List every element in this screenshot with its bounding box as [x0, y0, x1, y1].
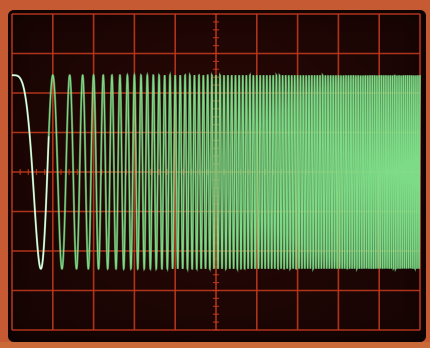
series-0-line — [11, 73, 421, 271]
scope-screen — [8, 10, 426, 342]
trace-layer — [11, 71, 422, 273]
bezel-edge — [0, 342, 430, 348]
series-0-highlight — [11, 74, 50, 270]
chirp-chart — [11, 13, 422, 331]
